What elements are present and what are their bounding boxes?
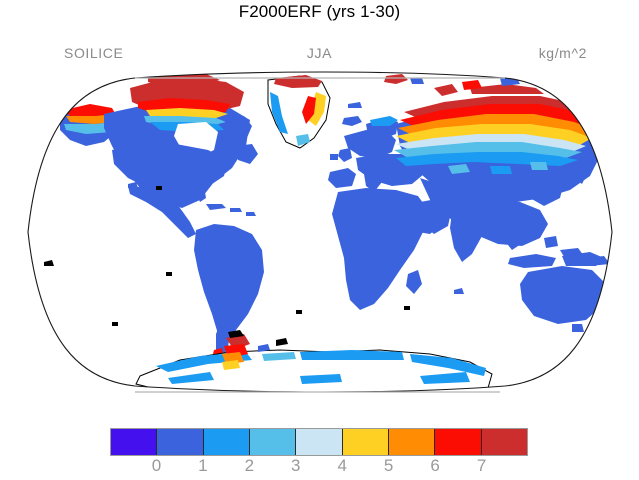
colorbar-tick-5: 5 [383, 456, 394, 475]
colorbar-segment-4 [296, 429, 343, 455]
colorbar-tick-0: 0 [151, 456, 162, 475]
colorbar-tick-2: 2 [244, 456, 255, 475]
colorbar-tick-4: 4 [337, 456, 347, 475]
units-label: kg/m^2 [538, 45, 587, 61]
colorbar-segment-0 [111, 429, 158, 455]
season-label: JJA [306, 45, 333, 61]
colorbar-tick-6: 6 [430, 456, 440, 475]
colorbar-segment-6 [388, 429, 436, 455]
colorbar-segment-7 [435, 429, 482, 455]
region-small-islands [44, 102, 464, 326]
colorbar-segment-8 [481, 429, 527, 455]
world-map [27, 71, 613, 393]
region-antarctica [135, 330, 493, 392]
colorbar-tick-labels: 0 1 2 3 4 5 6 7 [110, 456, 528, 480]
region-north-america [60, 72, 258, 238]
colorbar-tick-1: 1 [198, 456, 208, 475]
region-greenland [267, 74, 424, 149]
colorbar-tick-3: 3 [291, 456, 301, 475]
colorbar-segment-5 [342, 429, 389, 455]
colorbar-tick-7: 7 [476, 456, 487, 475]
colorbar-segment-3 [249, 429, 297, 455]
page-title: F2000ERF (yrs 1-30) [238, 2, 401, 21]
colorbar [110, 428, 528, 456]
variable-label: SOILICE [64, 45, 124, 61]
colorbar-segment-1 [157, 429, 204, 455]
map-outline [27, 71, 613, 393]
colorbar-segments [110, 428, 528, 456]
colorbar-segment-2 [203, 429, 250, 455]
